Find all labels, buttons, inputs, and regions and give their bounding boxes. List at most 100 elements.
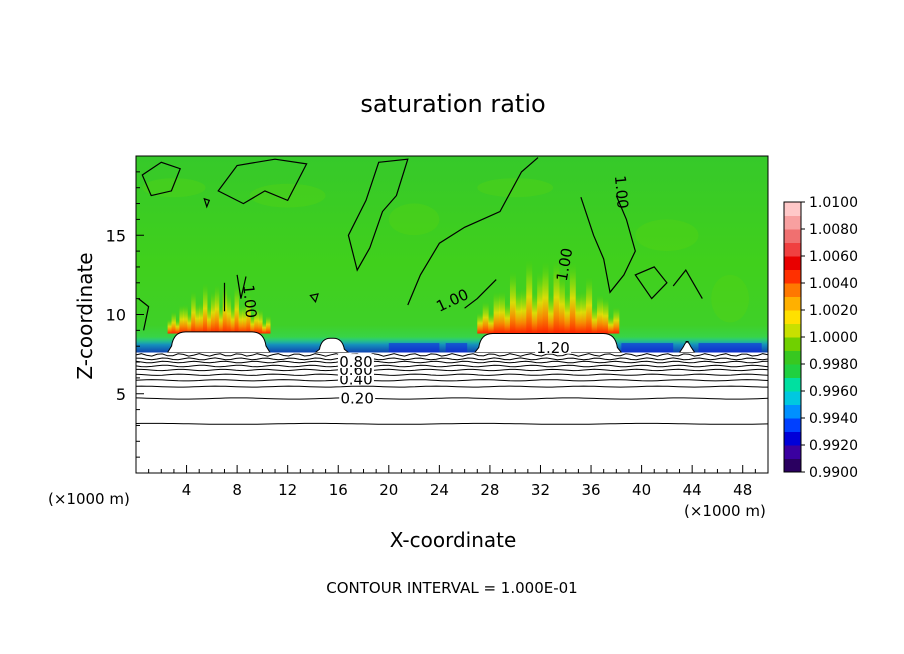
field-patch bbox=[635, 219, 699, 252]
chart-title: saturation ratio bbox=[360, 90, 545, 118]
contour-line bbox=[136, 397, 768, 400]
contour-line bbox=[136, 379, 768, 382]
subsaturated-patch bbox=[388, 343, 440, 353]
y-tick-label: 10 bbox=[106, 306, 126, 325]
contour-line bbox=[634, 266, 668, 300]
supersaturated-plume bbox=[515, 289, 522, 334]
contour-line bbox=[136, 373, 768, 376]
y-axis: 5 10 15 bbox=[106, 171, 144, 458]
colorbar-swatch bbox=[784, 377, 801, 392]
colorbar-swatch bbox=[784, 323, 801, 338]
colorbar-label: 0.9900 bbox=[809, 465, 858, 481]
contour-interval-note: CONTOUR INTERVAL = 1.000E-01 bbox=[326, 579, 577, 597]
subsaturated-patch bbox=[445, 343, 468, 353]
contour-line bbox=[580, 195, 636, 294]
supersaturated-plume bbox=[575, 291, 582, 334]
supersaturated-plume bbox=[537, 271, 544, 334]
colorbar-swatch bbox=[784, 283, 801, 297]
supersaturated-plume bbox=[199, 302, 204, 334]
colorbar-swatch bbox=[784, 445, 801, 459]
contour-line bbox=[138, 298, 150, 331]
x-tick-label: 16 bbox=[329, 481, 348, 499]
supersaturated-plume bbox=[191, 291, 196, 334]
colorbar-label: 1.0000 bbox=[809, 330, 858, 346]
supersaturated-plume bbox=[206, 305, 212, 334]
field-patch bbox=[142, 178, 206, 198]
cloud-region bbox=[314, 337, 350, 354]
supersaturated-plume bbox=[175, 319, 180, 334]
x-unit-left: (×1000 m) bbox=[48, 490, 130, 508]
contour-line bbox=[309, 293, 319, 304]
field-patch bbox=[388, 203, 440, 236]
supersaturated-plume bbox=[493, 291, 500, 334]
y-tick-label: 5 bbox=[116, 385, 126, 404]
contour-label: 0.80 bbox=[339, 353, 372, 371]
field-patch bbox=[477, 178, 554, 198]
supersaturated-plume bbox=[499, 291, 506, 334]
contour-label-mask bbox=[535, 339, 572, 354]
supersaturated-plume bbox=[607, 316, 614, 334]
dry-layer-field bbox=[136, 352, 768, 473]
contour-line bbox=[217, 158, 308, 205]
contour-line bbox=[136, 368, 768, 372]
contour-line bbox=[136, 357, 768, 361]
contour-line bbox=[347, 158, 409, 272]
supersaturated-plume bbox=[210, 291, 216, 334]
contour-line bbox=[141, 161, 181, 197]
x-tick-label: 20 bbox=[379, 481, 398, 499]
y-axis-label: Z-coordinate bbox=[73, 252, 97, 379]
cloud-region bbox=[166, 331, 271, 354]
supersaturated-plume bbox=[482, 301, 489, 334]
x-axis-label: X-coordinate bbox=[390, 528, 517, 552]
field-patch bbox=[711, 274, 750, 323]
colorbar-swatch bbox=[784, 242, 801, 257]
supersaturated-plume bbox=[167, 319, 173, 334]
supersaturated-plume bbox=[262, 321, 267, 334]
supersaturated-plume bbox=[531, 292, 538, 334]
supersaturated-plume bbox=[183, 304, 188, 334]
supersaturated-plume bbox=[187, 312, 192, 334]
contour-line bbox=[236, 274, 247, 299]
supersaturated-plume bbox=[586, 276, 593, 334]
supersaturated-plume bbox=[238, 305, 243, 334]
plot-area bbox=[136, 156, 768, 473]
colorbar-label: 0.9980 bbox=[809, 357, 858, 373]
supersaturated-plume bbox=[203, 283, 208, 334]
x-tick-label: 4 bbox=[182, 481, 192, 499]
colorbar-label: 1.0040 bbox=[809, 276, 858, 292]
x-tick-label: 44 bbox=[683, 481, 702, 499]
colorbar-swatch bbox=[784, 269, 801, 284]
supersaturated-plume bbox=[553, 260, 560, 334]
contour-line bbox=[136, 385, 768, 388]
supersaturated-plume bbox=[564, 292, 571, 334]
colorbar-swatch bbox=[784, 215, 801, 230]
colorbar-swatch bbox=[784, 364, 801, 378]
colorbar-label: 0.9920 bbox=[809, 438, 858, 454]
x-tick-label: 40 bbox=[632, 481, 651, 499]
contour-line bbox=[136, 364, 768, 368]
supersaturated-plume bbox=[548, 293, 555, 334]
contour-line bbox=[136, 353, 768, 357]
x-tick-label: 28 bbox=[480, 481, 499, 499]
x-tick-label: 48 bbox=[733, 481, 752, 499]
x-tick-label: 8 bbox=[232, 481, 242, 499]
colorbar-swatch bbox=[784, 404, 801, 419]
supersaturated-plume bbox=[504, 302, 511, 334]
supersaturated-plume bbox=[195, 303, 200, 334]
supersaturated-plume bbox=[171, 311, 176, 334]
x-unit-right: (×1000 m) bbox=[684, 502, 766, 520]
x-tick-label: 12 bbox=[278, 481, 297, 499]
supersaturated-plume bbox=[250, 314, 255, 334]
contour-label: 1.00 bbox=[239, 284, 260, 319]
colorbar-swatch bbox=[784, 256, 801, 270]
x-tick-label: 32 bbox=[531, 481, 550, 499]
subsaturated-patch bbox=[698, 343, 762, 353]
supersaturated-plume bbox=[234, 285, 239, 334]
supersaturated-plume bbox=[526, 259, 533, 334]
supersaturated-plume bbox=[226, 293, 232, 334]
colorbar: 1.0100 1.0080 1.0060 1.0040 1.0020 1.0000 0.99… bbox=[783, 195, 858, 481]
contour-label-mask bbox=[337, 354, 374, 369]
colorbar-swatch bbox=[784, 391, 801, 405]
colorbar-swatch bbox=[784, 229, 801, 243]
